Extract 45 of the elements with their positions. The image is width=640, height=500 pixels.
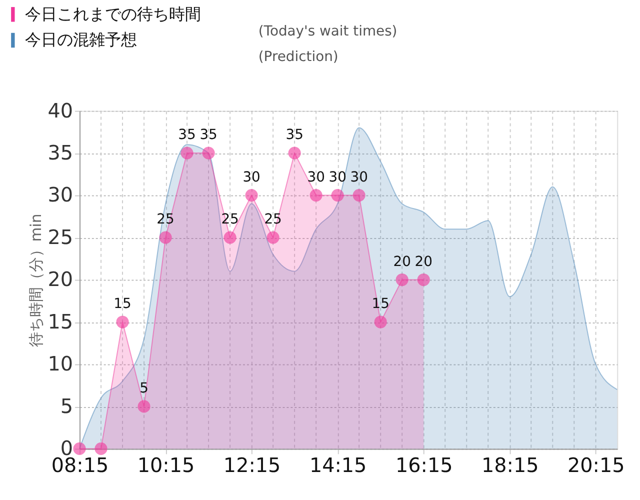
data-label: 15 [114,296,132,312]
point [352,189,366,202]
point [417,273,430,286]
data-label: 20 [414,254,432,270]
data-label: 35 [286,127,304,144]
data-label: 30 [307,169,325,186]
x-tick-label: 10:15 [137,454,195,478]
legend-label: 今日これまでの待ち時間 [24,4,201,24]
data-label: 30 [350,169,368,186]
data-label: 25 [221,212,239,228]
legend-label: 今日の混雑予想 [24,30,137,50]
data-label: 25 [264,212,282,228]
data-label: 35 [200,127,218,144]
data-label: 35 [178,127,196,144]
y-tick-label: 30 [48,184,74,207]
y-tick-label: 10 [48,352,74,376]
point [202,146,215,160]
x-tick-label: 20:15 [568,454,625,478]
x-tick-label: 12:15 [223,454,281,478]
y-tick-label: 5 [60,394,74,418]
point [224,231,236,244]
data-label: 25 [156,212,174,228]
point [138,400,150,413]
y-tick-label: 20 [48,268,74,292]
point [374,316,387,328]
point [288,146,301,160]
y-axis-title: 待ち時間（分）min [26,214,45,347]
point [266,231,280,244]
data-label: 30 [242,169,260,186]
data-label: 30 [328,169,346,186]
data-label: 5 [140,380,148,397]
point [116,316,129,328]
text: (Prediction) [258,49,338,66]
y-tick-label: 25 [48,226,74,249]
y-tick-label: 35 [48,142,74,165]
x-tick-label: 14:15 [309,454,367,478]
data-label: 20 [393,254,411,270]
text: (Today's wait times) [258,23,398,40]
point [245,189,258,202]
y-tick-label: 40 [48,99,74,122]
y-tick-label: 15 [48,310,74,334]
x-tick-label: 18:15 [481,454,539,478]
x-tick-label: 16:15 [395,454,453,478]
data-label: 15 [372,296,390,312]
point [159,231,172,244]
